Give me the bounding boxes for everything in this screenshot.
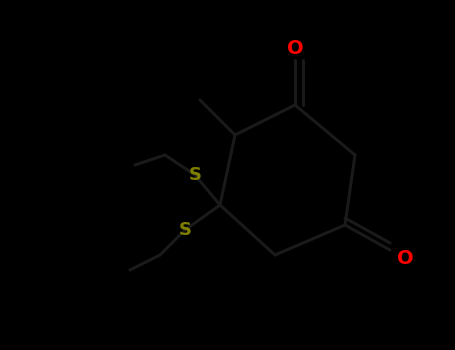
Text: O: O: [397, 248, 413, 267]
Text: S: S: [178, 221, 192, 239]
Text: O: O: [287, 38, 303, 57]
Text: S: S: [188, 166, 202, 184]
